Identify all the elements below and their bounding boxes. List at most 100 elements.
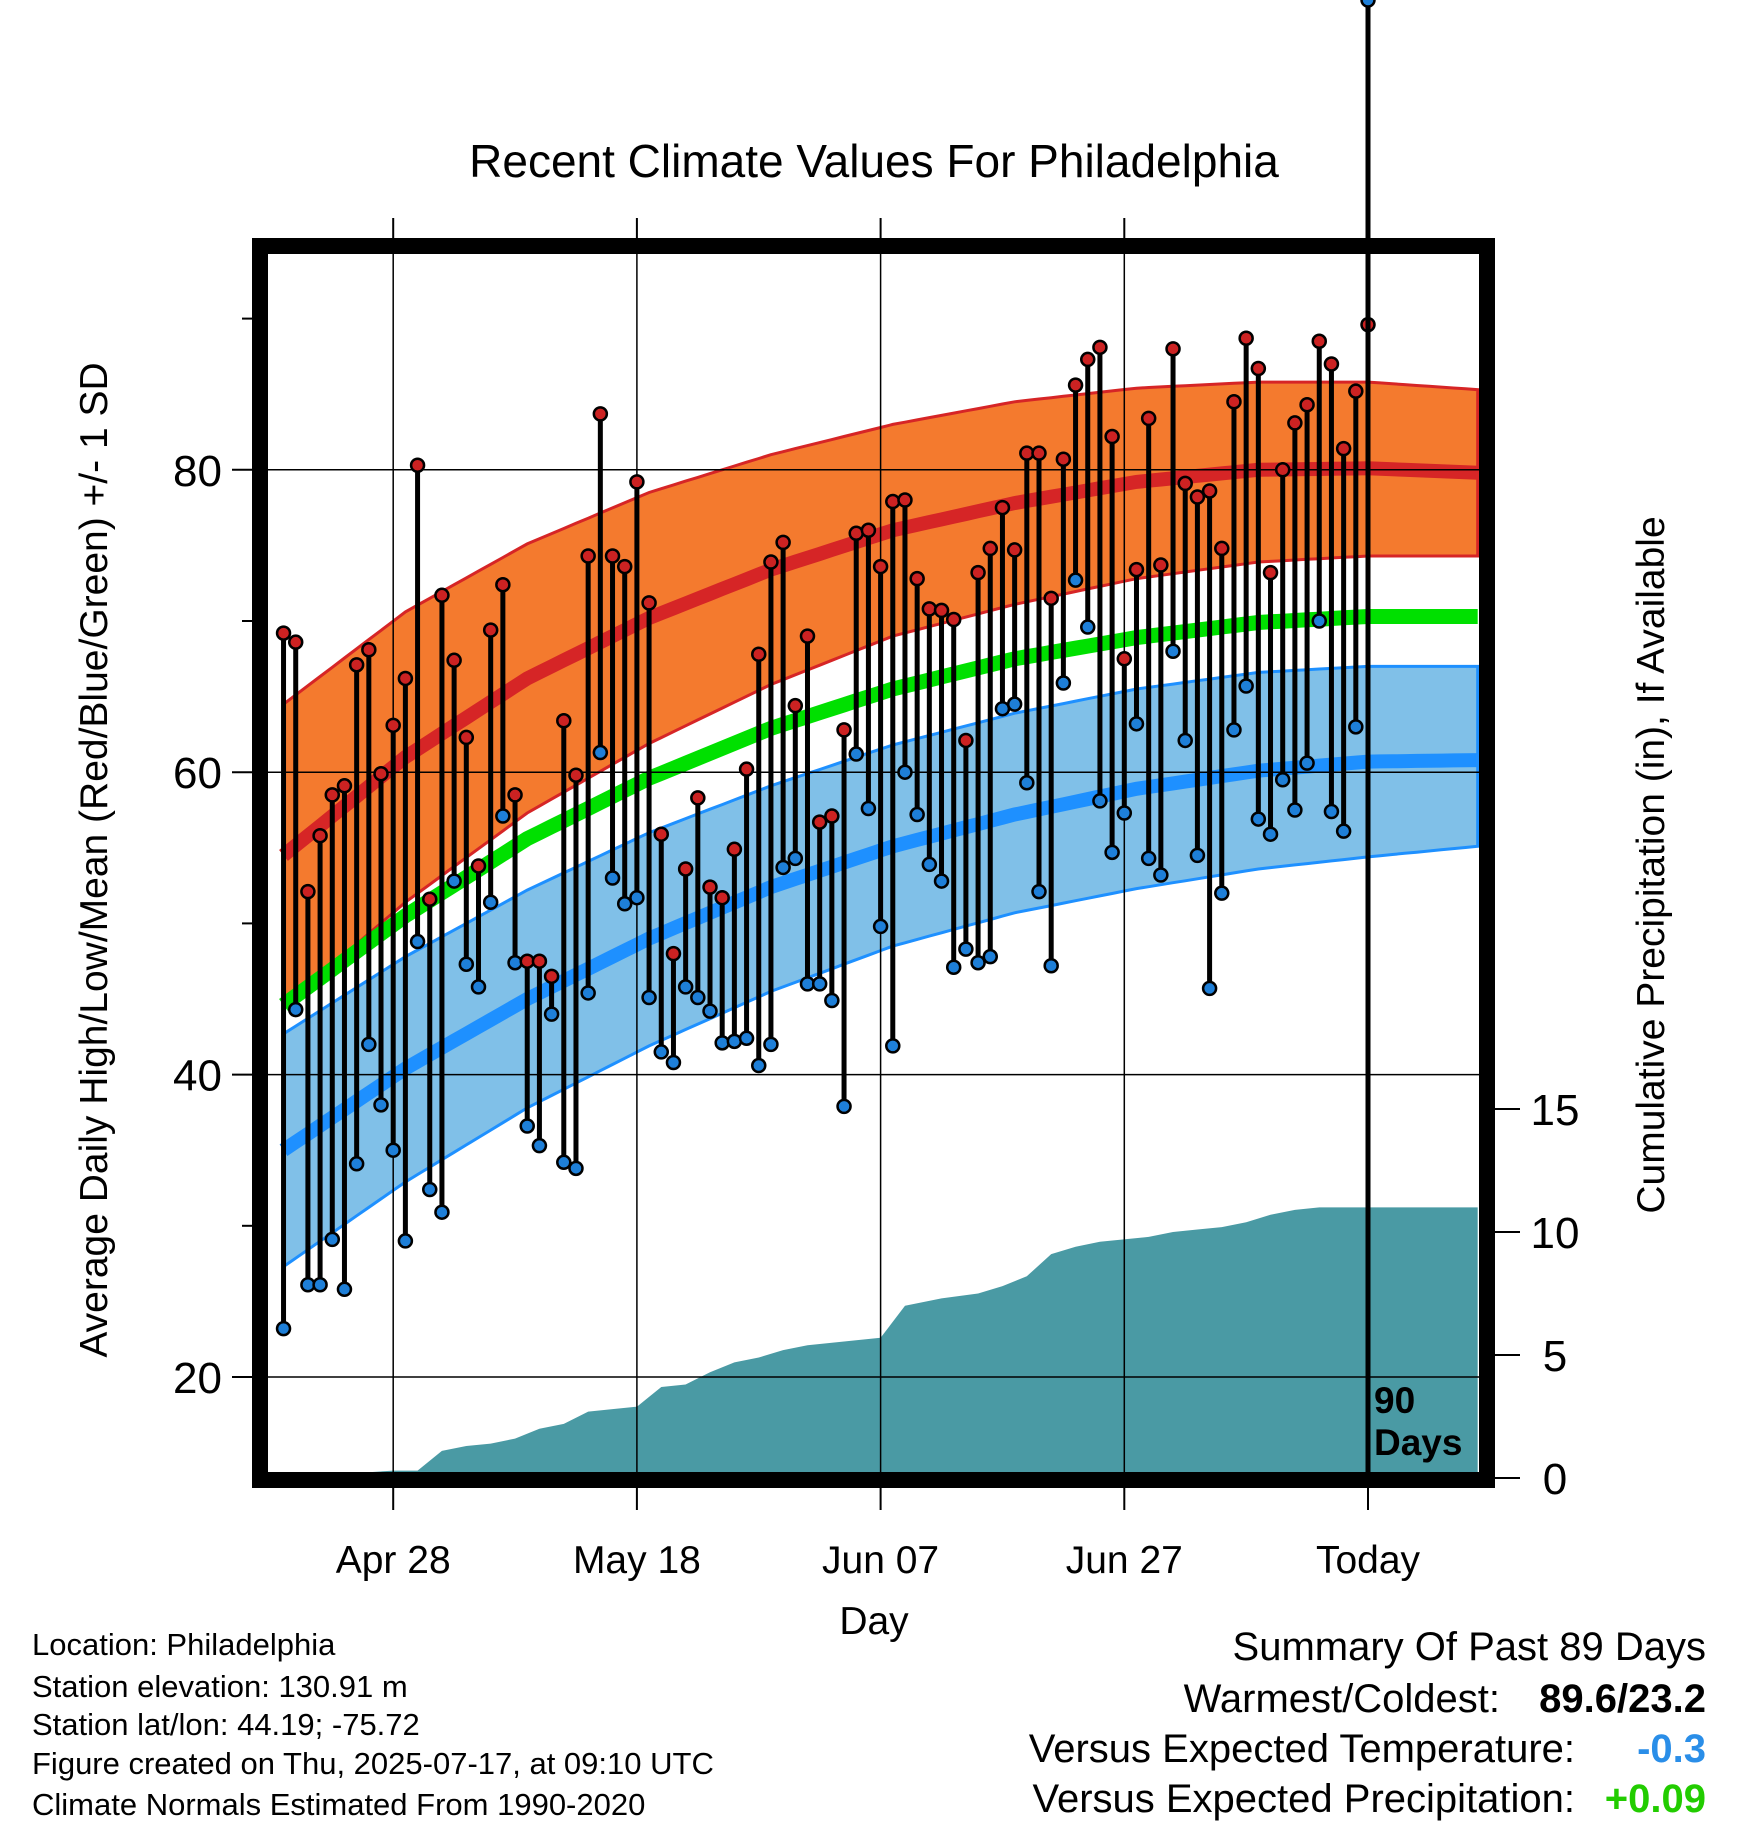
high-point xyxy=(994,499,1011,516)
high-point xyxy=(1006,542,1023,558)
low-point xyxy=(1116,805,1133,821)
low-point xyxy=(945,959,962,975)
plot-frame xyxy=(252,238,1495,1488)
low-point xyxy=(604,870,621,886)
low-point xyxy=(1189,847,1206,864)
low-point xyxy=(1067,572,1084,588)
high-point xyxy=(556,713,572,729)
high-point xyxy=(1335,440,1352,457)
low-point xyxy=(1299,755,1315,771)
low-point xyxy=(1092,793,1108,809)
low-point xyxy=(1006,696,1023,712)
high-point xyxy=(1299,397,1315,413)
low-point xyxy=(970,954,986,971)
info-elevation: Station elevation: 130.91 m xyxy=(32,1669,408,1704)
high-point xyxy=(495,576,511,593)
low-point xyxy=(531,1137,548,1154)
high-point xyxy=(409,457,426,474)
high-point xyxy=(446,652,462,669)
low-point xyxy=(1348,719,1364,735)
high-point xyxy=(1238,330,1254,347)
high-point xyxy=(1043,590,1059,607)
low-point xyxy=(568,1160,584,1177)
high-point xyxy=(1153,557,1169,573)
low-point xyxy=(446,873,462,889)
low-point xyxy=(860,800,877,817)
high-point xyxy=(568,767,584,783)
high-point xyxy=(1092,339,1108,356)
low-point xyxy=(1274,772,1291,788)
summary-panel: Summary Of Past 89 Days Warmest/Coldest:… xyxy=(1029,1625,1706,1821)
high-point xyxy=(580,548,596,564)
low-point xyxy=(409,933,426,950)
high-point xyxy=(909,570,925,587)
summary-temp-value: -0.3 xyxy=(1637,1727,1706,1771)
high-point xyxy=(811,814,828,830)
today-days-word: Days xyxy=(1374,1422,1462,1463)
low-point xyxy=(592,744,609,761)
high-point xyxy=(348,657,365,673)
info-latlon: Station lat/lon: 44.19; -75.72 xyxy=(32,1707,420,1742)
low-point xyxy=(787,850,804,867)
low-point xyxy=(1043,957,1059,974)
high-point xyxy=(422,891,438,907)
high-point xyxy=(361,641,377,658)
low-point xyxy=(1031,883,1047,900)
low-point xyxy=(1323,803,1340,820)
high-point xyxy=(287,634,304,650)
low-point xyxy=(811,976,828,992)
low-point xyxy=(653,1044,670,1060)
low-point xyxy=(1055,675,1072,691)
low-point xyxy=(1201,980,1218,997)
high-point xyxy=(1067,377,1084,393)
high-point xyxy=(458,729,475,746)
low-point xyxy=(1262,826,1279,842)
high-point xyxy=(1214,540,1230,557)
high-point xyxy=(312,827,328,844)
low-point xyxy=(385,1142,401,1158)
high-point xyxy=(665,945,682,962)
summary-precip-label: Versus Expected Precipitation: xyxy=(1032,1777,1575,1821)
high-point xyxy=(616,558,633,575)
low-point xyxy=(543,1006,560,1022)
high-point xyxy=(629,474,645,490)
high-point xyxy=(1104,428,1120,445)
high-point xyxy=(714,889,730,906)
low-point xyxy=(836,1098,852,1115)
high-point xyxy=(921,601,938,617)
low-point xyxy=(336,1281,353,1298)
high-point xyxy=(1128,561,1145,578)
low-point xyxy=(495,808,511,824)
high-point xyxy=(592,406,609,422)
low-point xyxy=(1238,678,1254,694)
axis-ticks: 20 40 60 80 0 5 10 15 Apr 28 May 18 Jun 07 Jun 27 To… xyxy=(173,218,1579,1582)
low-point xyxy=(921,856,938,873)
high-point xyxy=(702,879,718,895)
high-point xyxy=(872,558,889,575)
high-point xyxy=(1323,356,1340,372)
low-point xyxy=(629,889,645,906)
low-point xyxy=(641,989,657,1006)
high-point xyxy=(397,670,414,687)
low-point xyxy=(1311,613,1328,629)
info-created: Figure created on Thu, 2025-07-17, at 09… xyxy=(32,1746,714,1781)
summary-heading: Summary Of Past 89 Days xyxy=(1233,1625,1706,1669)
low-point xyxy=(726,1033,743,1050)
y-tick-label: 40 xyxy=(173,1052,222,1101)
low-point xyxy=(361,1036,377,1053)
low-point xyxy=(751,1057,767,1074)
high-point xyxy=(1031,445,1047,461)
high-point xyxy=(1287,415,1303,431)
low-point xyxy=(1079,619,1096,635)
low-point xyxy=(738,1030,755,1047)
low-point xyxy=(1153,867,1169,883)
station-info: Location: Philadelphia Station elevation… xyxy=(32,1627,714,1822)
low-point xyxy=(885,1038,901,1054)
low-point xyxy=(507,954,523,971)
low-point xyxy=(1335,823,1352,839)
low-point xyxy=(275,1320,292,1337)
high-point xyxy=(1226,394,1242,410)
high-point xyxy=(726,841,743,858)
low-point xyxy=(714,1035,730,1051)
